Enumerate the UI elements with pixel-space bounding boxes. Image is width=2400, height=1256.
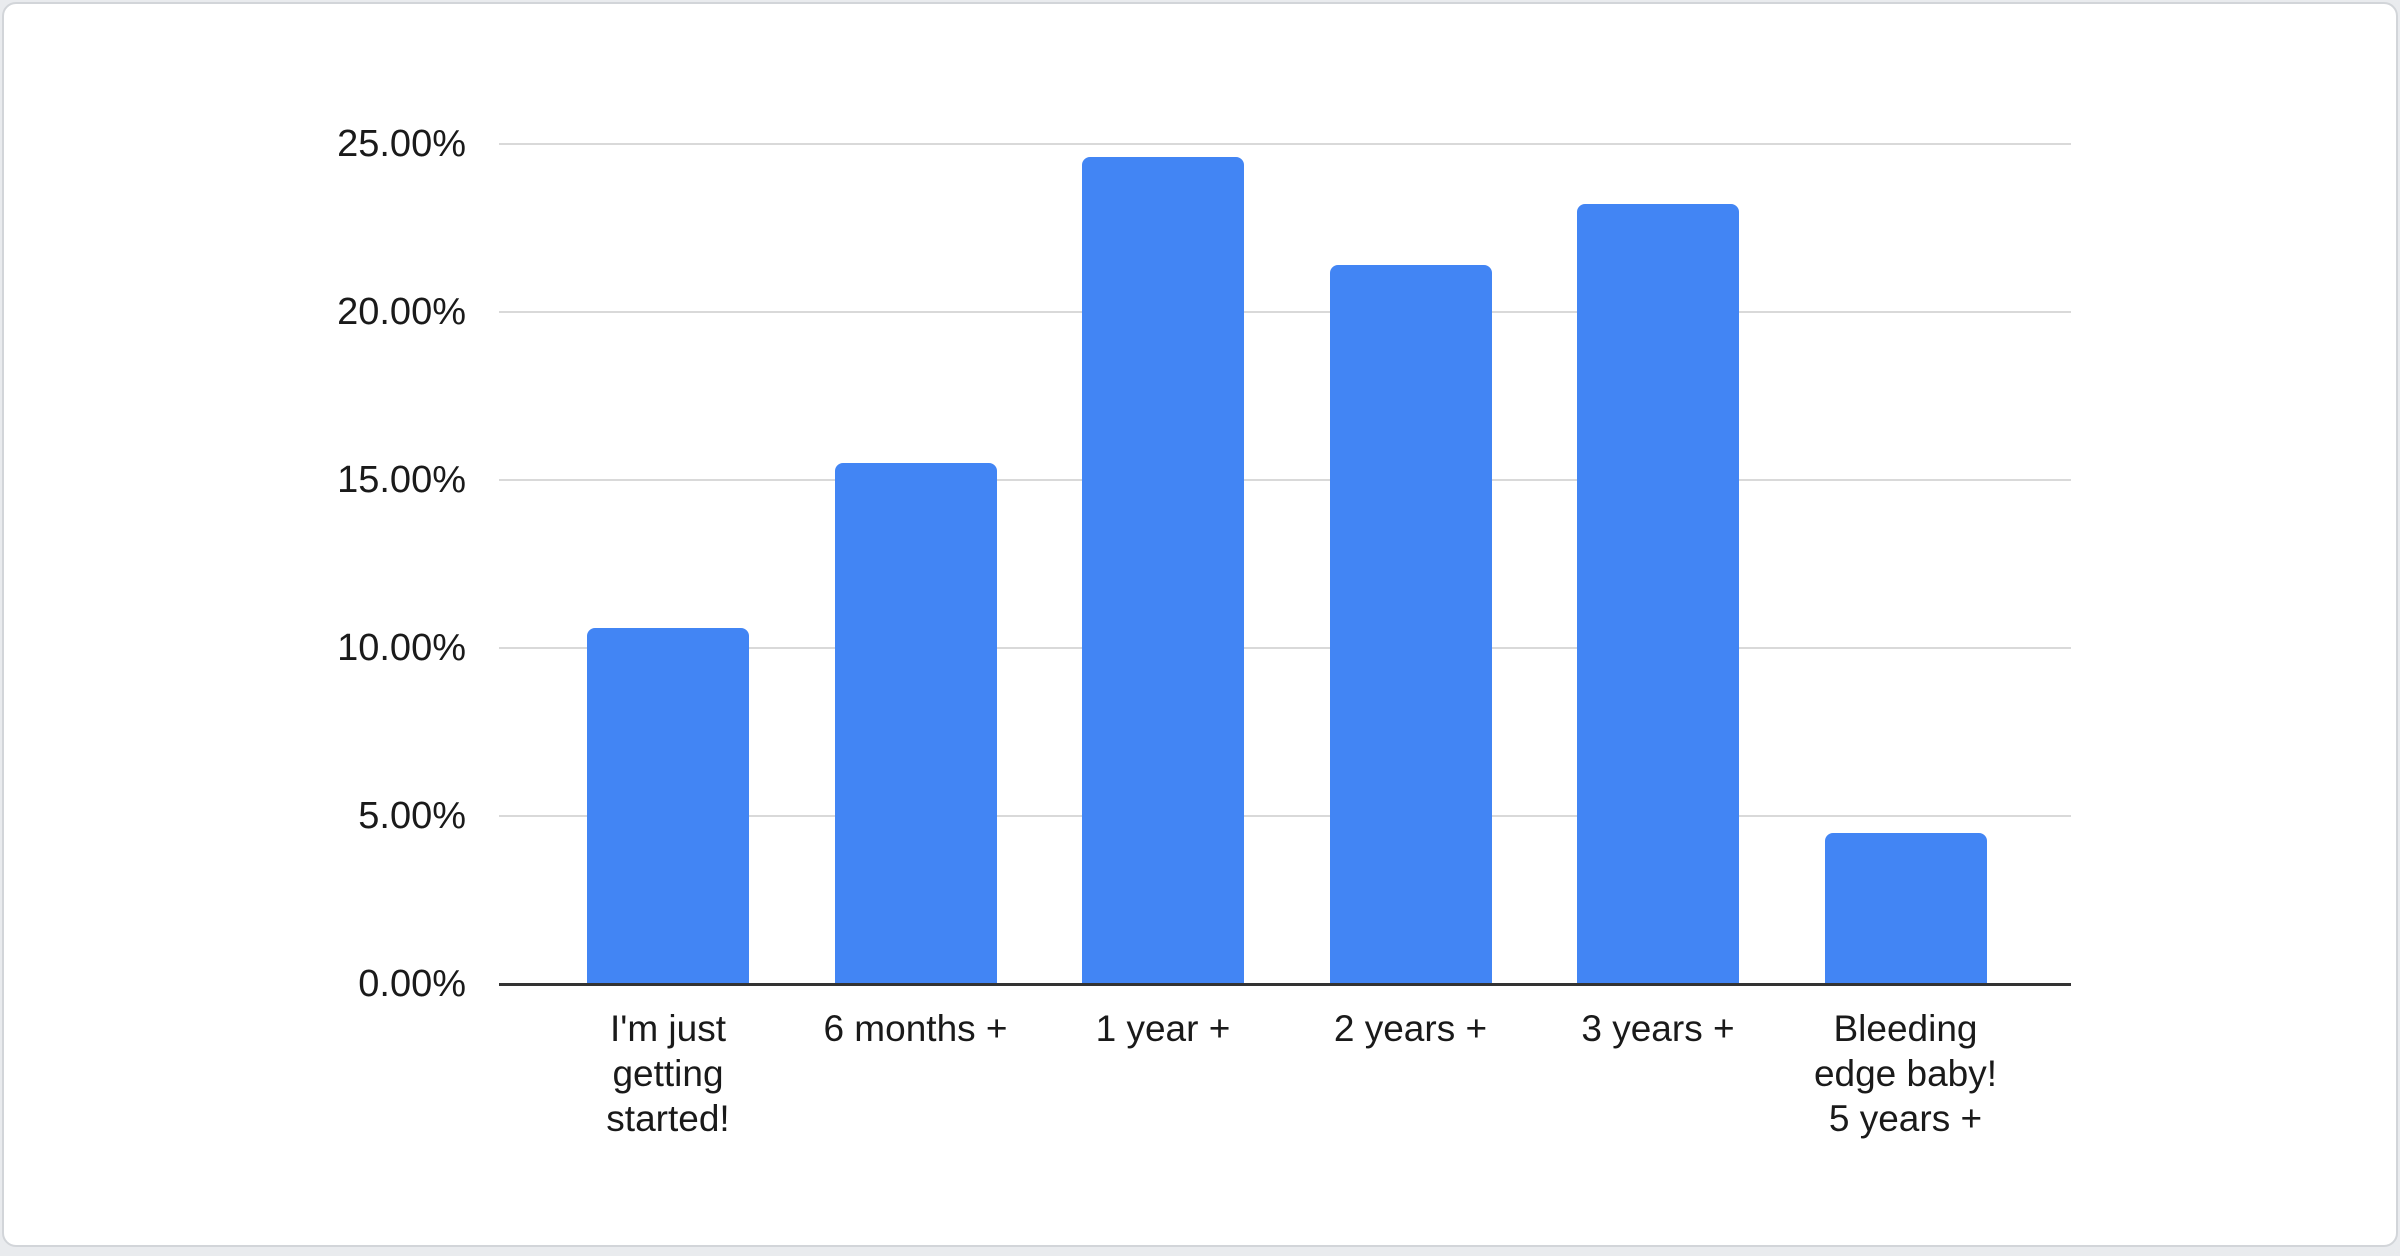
x-category-label: I'm just getting started! xyxy=(606,1008,730,1139)
x-category-label: 3 years + xyxy=(1581,1008,1735,1049)
chart-bar xyxy=(1329,265,1492,984)
chart-bar xyxy=(1082,157,1244,984)
x-category-label: 6 months + xyxy=(823,1008,1008,1049)
x-category-label: 1 year + xyxy=(1095,1008,1231,1049)
y-tick-label: 5.00% xyxy=(358,795,466,837)
chart-bar xyxy=(834,463,997,984)
gridline xyxy=(499,311,2071,313)
gridline xyxy=(499,815,2071,817)
y-tick-label: 25.00% xyxy=(337,123,466,165)
x-category-label: 2 years + xyxy=(1333,1008,1488,1049)
chart-bar xyxy=(587,628,749,984)
chart-bar xyxy=(1577,204,1739,984)
gridline xyxy=(499,143,2071,145)
gridline xyxy=(499,479,2071,481)
chart-bar xyxy=(1824,833,1987,984)
x-category-label: Bleeding edge baby! 5 years + xyxy=(1813,1008,1998,1139)
y-tick-label: 10.00% xyxy=(337,627,466,669)
y-tick-label: 0.00% xyxy=(358,963,466,1005)
x-axis-line xyxy=(499,983,2071,986)
gridline xyxy=(499,647,2071,649)
y-tick-label: 20.00% xyxy=(337,291,466,333)
bar-chart: 25.00% 20.00% 15.00% 10.00% 5.00% 0.00% I'm j… xyxy=(4,4,2396,1245)
plot-area xyxy=(499,143,2071,986)
y-tick-label: 15.00% xyxy=(337,459,466,501)
